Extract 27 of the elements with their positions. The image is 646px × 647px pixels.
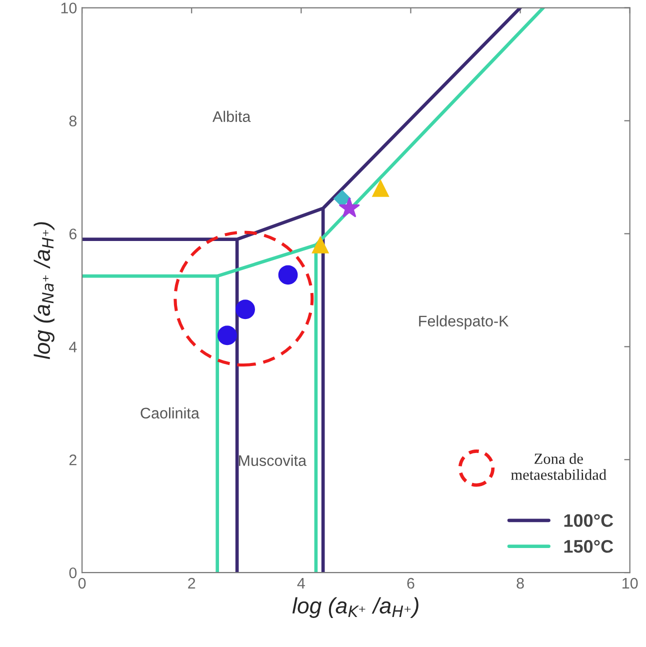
point	[372, 180, 389, 197]
x-tick-label: 2	[188, 578, 196, 589]
x-tick-label: 10	[622, 578, 638, 589]
y-tick-label: 4	[69, 342, 77, 352]
y-tick-label: 10	[61, 2, 77, 14]
annotation: Feldespato-K	[419, 315, 509, 330]
x-tick-label: 0	[78, 578, 86, 589]
x-tick-label: 8	[516, 578, 524, 589]
legend-label: 100°C	[564, 514, 614, 527]
point	[236, 300, 256, 320]
y-axis-title: log (a$_{Na⁺}$ /a$_{H⁺}$)	[34, 222, 54, 360]
point	[338, 197, 360, 218]
y-tick-label: 8	[69, 116, 77, 126]
y-tick-label: 0	[69, 567, 77, 578]
point	[312, 236, 329, 254]
annotation: Zona de metaestabilidad	[511, 453, 606, 480]
point	[278, 265, 298, 285]
y-tick-label: 2	[69, 454, 76, 466]
annotation: Albita	[212, 110, 251, 122]
y-tick-label: 6	[69, 228, 77, 240]
annotation: Caolinita	[140, 407, 200, 419]
x-tick-label: 6	[407, 578, 414, 589]
annotation: Muscovita	[239, 454, 307, 466]
legend-label: 150°C	[564, 540, 614, 553]
point	[217, 326, 237, 346]
x-axis-title: log (a$_{K⁺}$ /a$_{H⁺}$)	[292, 597, 418, 618]
x-tick-label: 4	[297, 578, 305, 589]
